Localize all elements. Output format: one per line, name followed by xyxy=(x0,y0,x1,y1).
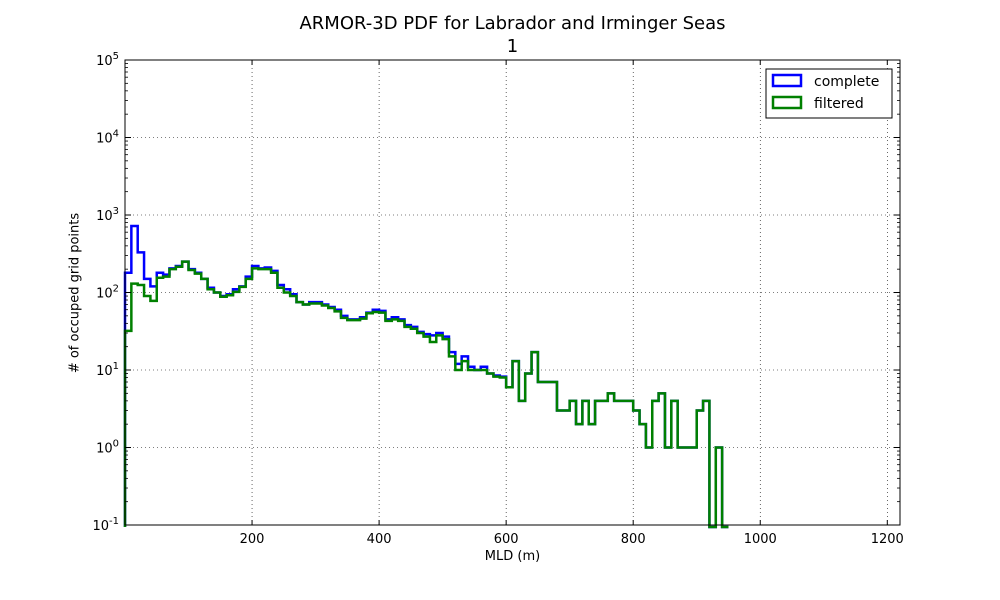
y-tick-label: 10-1 xyxy=(92,516,119,534)
legend-label-complete: complete xyxy=(814,74,879,90)
chart-title: ARMOR-3D PDF for Labrador and Irminger S… xyxy=(299,13,726,34)
y-tick-label: 100 xyxy=(96,439,119,457)
plot-frame xyxy=(124,59,901,526)
legend-swatch-filtered xyxy=(771,95,803,110)
x-tick-label: 800 xyxy=(621,532,646,547)
legend-swatch-complete xyxy=(771,73,803,88)
legend: complete filtered xyxy=(765,68,893,119)
series-line-filtered xyxy=(123,260,729,529)
y-tick-label: 104 xyxy=(96,129,119,147)
x-tick-label: 400 xyxy=(367,532,392,547)
x-tick-label: 600 xyxy=(494,532,519,547)
x-tick-label: 200 xyxy=(240,532,265,547)
x-tick-label: 1200 xyxy=(871,532,904,547)
y-axis-label: # of occuped grid points xyxy=(67,212,83,374)
axis-ticks: 200 400 600 800 1000 1200 10-1 100 101 102 103 104 1… xyxy=(92,51,903,547)
legend-box xyxy=(765,68,893,119)
series-line-complete xyxy=(123,224,729,529)
y-tick-label: 103 xyxy=(96,206,119,224)
y-tick-label: 101 xyxy=(96,361,119,379)
x-axis-label: MLD (m) xyxy=(484,549,541,564)
grid-lines xyxy=(125,60,900,525)
series-layer xyxy=(123,224,729,529)
chart-subtitle: 1 xyxy=(506,36,519,57)
y-tick-label: 102 xyxy=(96,284,119,302)
y-tick-label: 105 xyxy=(96,51,119,69)
x-tick-label: 1000 xyxy=(744,532,777,547)
legend-label-filtered: filtered xyxy=(814,96,864,112)
